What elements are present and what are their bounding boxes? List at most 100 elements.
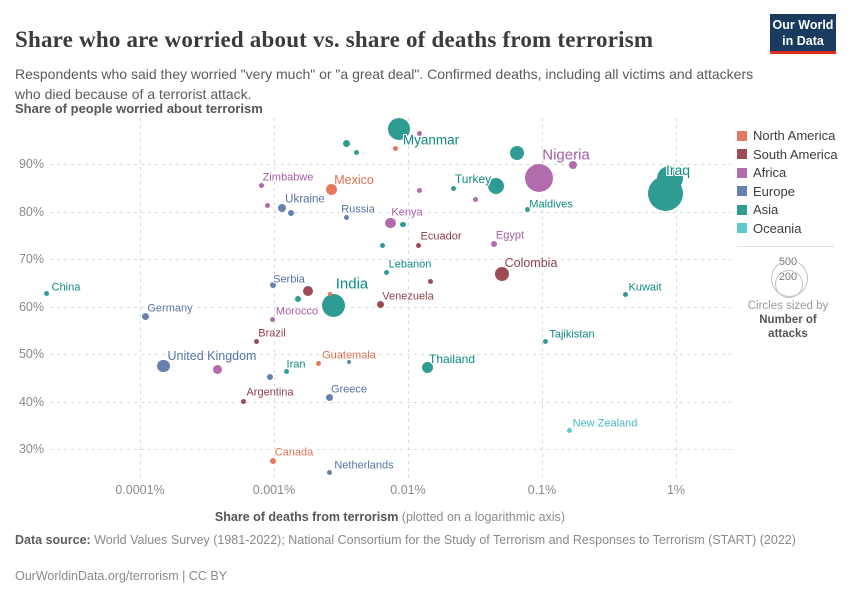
- data-point-colombia[interactable]: [494, 267, 509, 282]
- legend-item-africa[interactable]: Africa: [737, 165, 838, 180]
- data-point-unlabeled-asia[interactable]: [509, 146, 524, 161]
- country-label-guatemala[interactable]: Guatemala: [322, 349, 376, 362]
- data-point-unlabeled-south_america[interactable]: [427, 279, 433, 285]
- country-label-kenya[interactable]: Kenya: [391, 206, 423, 219]
- data-point-unlabeled-africa[interactable]: [568, 160, 578, 170]
- country-label-united-kingdom[interactable]: United Kingdom: [167, 348, 257, 363]
- data-point-russia[interactable]: [344, 214, 350, 220]
- data-point-unlabeled-asia[interactable]: [353, 149, 359, 155]
- data-point-lebanon[interactable]: [383, 270, 389, 276]
- data-point-serbia[interactable]: [269, 282, 276, 289]
- data-point-germany[interactable]: [142, 312, 150, 320]
- country-label-ukraine[interactable]: Ukraine: [285, 193, 325, 206]
- data-point-greece[interactable]: [326, 394, 334, 402]
- legend-item-asia[interactable]: Asia: [737, 202, 838, 217]
- country-label-iran[interactable]: Iran: [286, 358, 306, 371]
- country-label-china[interactable]: China: [51, 281, 81, 294]
- country-label-turkey[interactable]: Turkey: [454, 172, 492, 186]
- country-label-canada[interactable]: Canada: [274, 446, 314, 459]
- country-label-venezuela[interactable]: Venezuela: [382, 290, 434, 303]
- data-point-united-kingdom[interactable]: [157, 359, 170, 373]
- country-label-brazil[interactable]: Brazil: [258, 327, 286, 340]
- country-label-india[interactable]: India: [335, 275, 369, 293]
- data-point-venezuela[interactable]: [376, 300, 384, 308]
- legend-item-south_america[interactable]: South America: [737, 147, 838, 162]
- country-label-mexico[interactable]: Mexico: [334, 172, 374, 187]
- data-point-unlabeled-asia[interactable]: [343, 139, 351, 147]
- license-note[interactable]: OurWorldinData.org/terrorism | CC BY: [15, 569, 228, 583]
- data-point-ukraine[interactable]: [277, 204, 286, 213]
- y-tick-50: 50%: [18, 347, 44, 361]
- data-point-argentina[interactable]: [240, 398, 246, 404]
- y-tick-90: 90%: [18, 157, 44, 171]
- gridline-x-1: [676, 118, 677, 478]
- country-label-myanmar[interactable]: Myanmar: [402, 132, 460, 148]
- data-point-egypt[interactable]: [491, 240, 498, 247]
- data-point-unlabeled-north_america[interactable]: [327, 292, 332, 297]
- country-label-iraq[interactable]: Iraq: [665, 162, 691, 178]
- data-point-nigeria[interactable]: [525, 164, 553, 193]
- data-point-unlabeled-asia[interactable]: [451, 185, 457, 191]
- data-point-thailand[interactable]: [422, 362, 434, 374]
- data-point-tajikistan[interactable]: [543, 339, 549, 345]
- country-label-lebanon[interactable]: Lebanon: [388, 258, 432, 271]
- data-point-iraq[interactable]: [657, 165, 683, 191]
- data-point-netherlands[interactable]: [327, 470, 333, 476]
- data-point-china[interactable]: [43, 290, 49, 296]
- data-point-mexico[interactable]: [326, 183, 338, 196]
- data-point-guatemala[interactable]: [316, 360, 322, 366]
- gridline-x-0.0001: [140, 118, 141, 478]
- data-point-unlabeled-africa[interactable]: [213, 364, 223, 374]
- data-point-kuwait[interactable]: [623, 291, 628, 297]
- data-point-unlabeled-europe[interactable]: [266, 373, 273, 380]
- country-label-zimbabwe[interactable]: Zimbabwe: [262, 171, 314, 184]
- data-point-ecuador[interactable]: [416, 242, 422, 248]
- country-label-ecuador[interactable]: Ecuador: [420, 230, 462, 243]
- data-point-unlabeled-africa[interactable]: [416, 187, 422, 193]
- legend-item-europe[interactable]: Europe: [737, 184, 838, 199]
- country-label-argentina[interactable]: Argentina: [246, 386, 294, 399]
- data-point-unlabeled-north_america[interactable]: [392, 146, 398, 152]
- size-legend-caption-bold: Number of attacks: [736, 314, 840, 342]
- country-label-tajikistan[interactable]: Tajikistan: [549, 328, 595, 341]
- data-point-unlabeled-south_america[interactable]: [303, 285, 314, 296]
- x-axis-title-note: (plotted on a logarithmic axis): [398, 510, 566, 524]
- data-point-maldives[interactable]: [525, 206, 531, 212]
- country-label-serbia[interactable]: Serbia: [273, 273, 305, 286]
- data-point-unlabeled-europe[interactable]: [346, 360, 351, 365]
- country-label-colombia[interactable]: Colombia: [504, 255, 558, 270]
- data-point-unlabeled-europe[interactable]: [288, 209, 295, 216]
- data-point-iran[interactable]: [283, 368, 289, 374]
- owid-logo[interactable]: Our World in Data: [770, 14, 836, 54]
- data-point-unlabeled-africa[interactable]: [473, 196, 479, 202]
- legend-item-north_america[interactable]: North America: [737, 128, 838, 143]
- data-point-new-zealand[interactable]: [566, 427, 572, 433]
- data-point-unlabeled-asia[interactable]: [294, 295, 301, 302]
- country-label-kuwait[interactable]: Kuwait: [628, 281, 662, 294]
- country-label-russia[interactable]: Russia: [341, 203, 375, 216]
- data-point-morocco[interactable]: [270, 316, 276, 322]
- data-point-myanmar[interactable]: [388, 117, 411, 140]
- country-label-morocco[interactable]: Morocco: [275, 305, 319, 318]
- x-tick-0.001: 0.001%: [252, 483, 296, 497]
- country-label-germany[interactable]: Germany: [147, 302, 193, 315]
- country-label-thailand[interactable]: Thailand: [428, 352, 476, 366]
- data-point-canada[interactable]: [269, 457, 276, 464]
- data-point-unlabeled-asia[interactable]: [380, 242, 386, 248]
- country-label-netherlands[interactable]: Netherlands: [334, 459, 394, 472]
- country-label-nigeria[interactable]: Nigeria: [542, 146, 590, 164]
- data-point-unlabeled-asia[interactable]: [400, 222, 406, 228]
- data-point-unlabeled-africa[interactable]: [416, 130, 422, 136]
- data-point-kenya[interactable]: [385, 217, 396, 229]
- data-point-zimbabwe[interactable]: [258, 183, 264, 189]
- data-point-brazil[interactable]: [253, 338, 259, 344]
- data-point-unlabeled-africa[interactable]: [264, 203, 270, 209]
- country-label-egypt[interactable]: Egypt: [495, 229, 525, 242]
- country-label-greece[interactable]: Greece: [330, 383, 368, 396]
- country-label-maldives[interactable]: Maldives: [529, 198, 573, 211]
- data-source-note: Data source: World Values Survey (1981-2…: [15, 532, 827, 549]
- country-label-new-zealand[interactable]: New Zealand: [572, 417, 638, 430]
- legend-item-oceania[interactable]: Oceania: [737, 221, 838, 236]
- data-point-india[interactable]: [322, 294, 346, 318]
- data-point-turkey[interactable]: [487, 178, 504, 195]
